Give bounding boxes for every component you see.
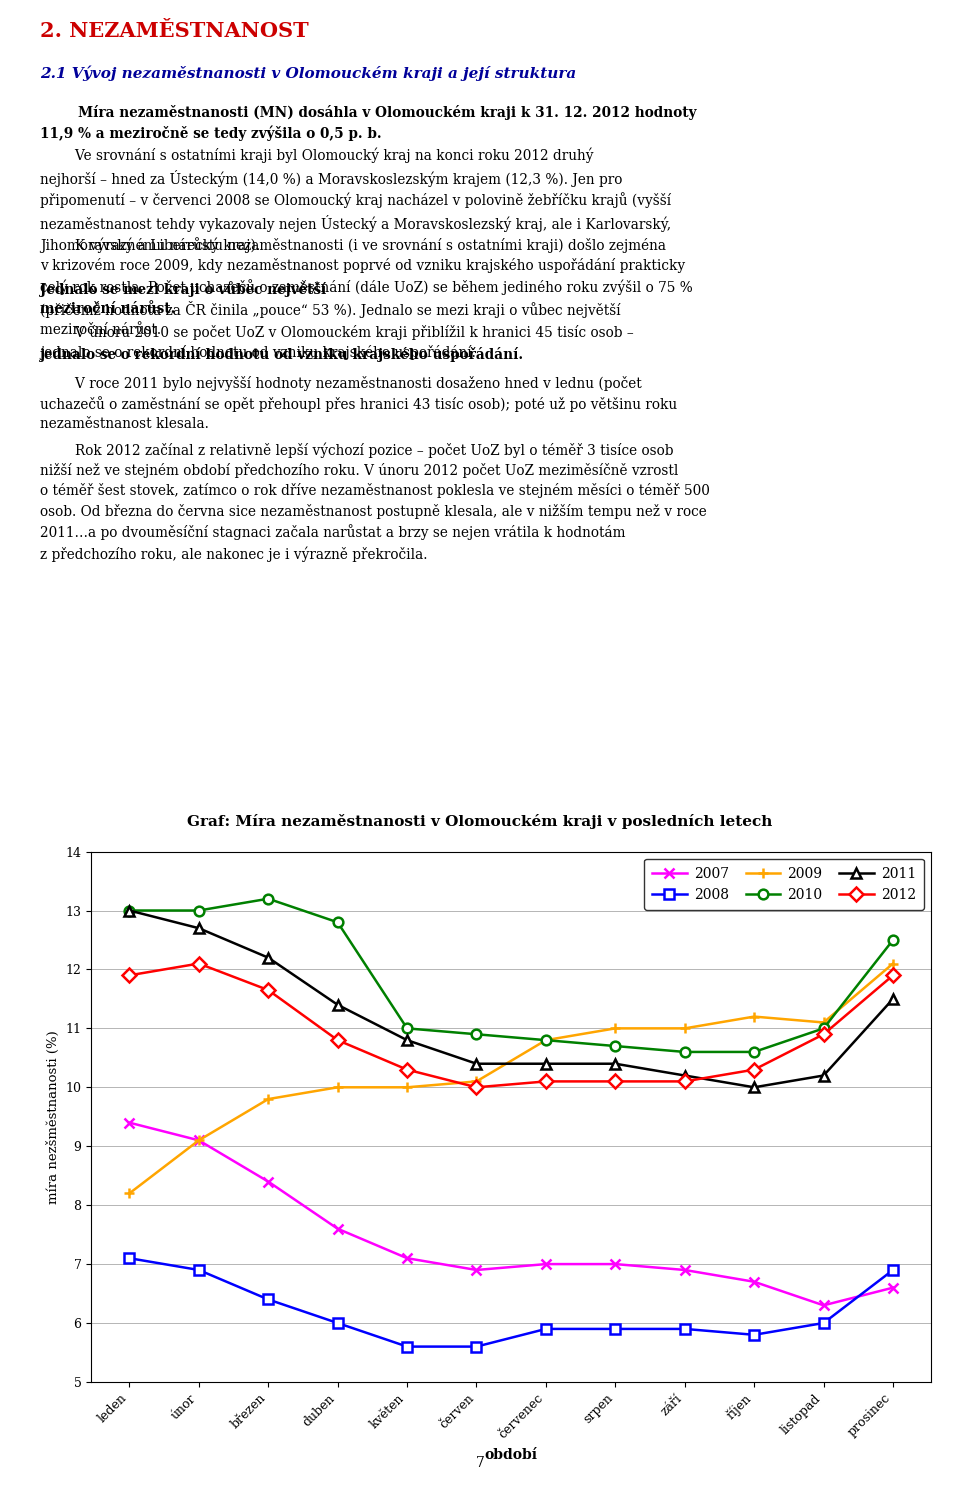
2011	[679, 1067, 690, 1085]
2011	[401, 1031, 413, 1049]
2009	[332, 1079, 344, 1097]
2010	[262, 890, 274, 908]
Text: 2. NEZAMĚSTNANOST: 2. NEZAMĚSTNANOST	[40, 21, 309, 40]
2010	[124, 901, 135, 919]
Text: 7: 7	[475, 1457, 485, 1470]
2012	[610, 1073, 621, 1091]
2011	[193, 919, 204, 937]
2011	[887, 991, 899, 1008]
Text: V únoru 2010 se počet UoZ v Olomouckém kraji přiblížil k hranici 45 tisíc osob –: V únoru 2010 se počet UoZ v Olomouckém k…	[40, 324, 634, 360]
2009	[401, 1079, 413, 1097]
2007	[610, 1255, 621, 1273]
X-axis label: období: období	[485, 1448, 538, 1463]
Text: Míra nezaměstnanosti (MN) dosáhla v Olomouckém kraji k 31. 12. 2012 hodnoty
11,9: Míra nezaměstnanosti (MN) dosáhla v Olom…	[40, 105, 697, 142]
2011	[540, 1055, 552, 1073]
2010	[610, 1037, 621, 1055]
2007	[470, 1261, 482, 1279]
2009	[818, 1013, 829, 1031]
2008	[332, 1315, 344, 1333]
Text: K výraznému nárůstu nezaměstnanosti (i ve srovnání s ostatními kraji) došlo zejm: K výraznému nárůstu nezaměstnanosti (i v…	[40, 236, 693, 336]
2007	[679, 1261, 690, 1279]
2007	[193, 1131, 204, 1149]
2009	[193, 1131, 204, 1149]
2010	[818, 1019, 829, 1037]
Text: Rok 2012 začínal z relativně lepší výchozí pozice – počet UoZ byl o téměř 3 tisí: Rok 2012 začínal z relativně lepší výcho…	[40, 442, 710, 562]
Text: Graf: Míra nezaměstnanosti v Olomouckém kraji v posledních letech: Graf: Míra nezaměstnanosti v Olomouckém …	[187, 814, 773, 829]
2009	[470, 1073, 482, 1091]
2008	[401, 1337, 413, 1355]
Line: 2011: 2011	[125, 905, 898, 1092]
2008	[749, 1325, 760, 1343]
2010	[749, 1043, 760, 1061]
2011	[262, 949, 274, 967]
Line: 2007: 2007	[125, 1118, 898, 1310]
2008	[262, 1291, 274, 1309]
2011	[332, 996, 344, 1014]
Text: V roce 2011 bylo nejvyšší hodnoty nezaměstnanosti dosaženo hned v lednu (počet
u: V roce 2011 bylo nejvyšší hodnoty nezamě…	[40, 375, 678, 432]
2010	[401, 1019, 413, 1037]
2012	[749, 1061, 760, 1079]
2009	[124, 1185, 135, 1203]
2010	[193, 901, 204, 919]
2008	[193, 1261, 204, 1279]
Line: 2008: 2008	[125, 1253, 898, 1352]
2012	[887, 967, 899, 985]
2012	[470, 1079, 482, 1097]
2012	[401, 1061, 413, 1079]
2011	[749, 1079, 760, 1097]
2010	[679, 1043, 690, 1061]
2008	[470, 1337, 482, 1355]
2011	[610, 1055, 621, 1073]
Line: 2009: 2009	[125, 959, 898, 1198]
2010	[332, 913, 344, 931]
2008	[679, 1321, 690, 1339]
2008	[124, 1249, 135, 1267]
2007	[540, 1255, 552, 1273]
2012	[540, 1073, 552, 1091]
Line: 2012: 2012	[125, 959, 898, 1092]
2011	[124, 901, 135, 919]
Text: Ve srovnání s ostatními kraji byl Olomoucký kraj na konci roku 2012 druhý
nejhor: Ve srovnání s ostatními kraji byl Olomou…	[40, 148, 671, 252]
2007	[749, 1273, 760, 1291]
2007	[401, 1249, 413, 1267]
2009	[749, 1007, 760, 1025]
2010	[887, 931, 899, 949]
2007	[124, 1113, 135, 1131]
2008	[887, 1261, 899, 1279]
Line: 2010: 2010	[125, 893, 898, 1056]
2011	[818, 1067, 829, 1085]
2012	[262, 982, 274, 999]
2010	[470, 1025, 482, 1043]
2007	[262, 1173, 274, 1191]
2009	[887, 955, 899, 973]
2007	[332, 1219, 344, 1237]
2008	[818, 1315, 829, 1333]
2009	[679, 1019, 690, 1037]
2012	[124, 967, 135, 985]
2009	[262, 1091, 274, 1109]
2012	[679, 1073, 690, 1091]
Legend: 2007, 2008, 2009, 2010, 2011, 2012: 2007, 2008, 2009, 2010, 2011, 2012	[644, 859, 924, 910]
2009	[610, 1019, 621, 1037]
2010	[540, 1031, 552, 1049]
2009	[540, 1031, 552, 1049]
2012	[332, 1031, 344, 1049]
2011	[470, 1055, 482, 1073]
2008	[540, 1321, 552, 1339]
Y-axis label: míra nezšměstnanosti (%): míra nezšměstnanosti (%)	[47, 1029, 60, 1204]
2012	[193, 955, 204, 973]
2007	[818, 1297, 829, 1315]
Text: 2.1 Vývoj nezaměstnanosti v Olomouckém kraji a její struktura: 2.1 Vývoj nezaměstnanosti v Olomouckém k…	[40, 66, 577, 81]
Text: jednalo se o rekordní hodnotu od vzniku krajského uspořádání.: jednalo se o rekordní hodnotu od vzniku …	[40, 347, 524, 362]
2012	[818, 1025, 829, 1043]
2007	[887, 1279, 899, 1297]
2008	[610, 1321, 621, 1339]
Text: Jednalo se mezi kraji o vůbec největší
meziroční nárůst.: Jednalo se mezi kraji o vůbec největší m…	[40, 281, 326, 315]
